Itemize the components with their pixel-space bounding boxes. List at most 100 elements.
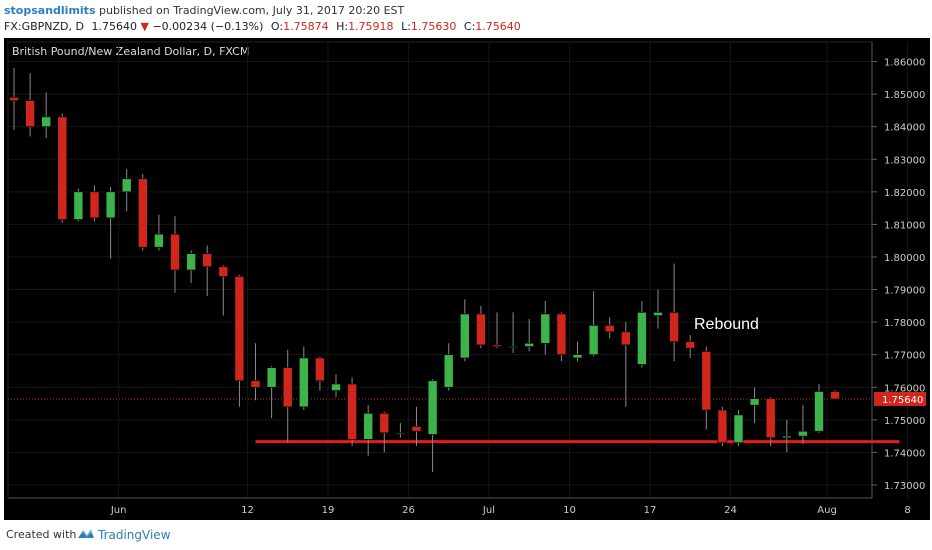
last-price-badge (874, 391, 926, 406)
price-axis[interactable]: 1.86000 1.85000 1.84000 1.83000 1.82000 1.810… (871, 42, 926, 498)
candle-body-down (765, 398, 776, 439)
candle-body-down (620, 331, 631, 346)
candle-body-down (604, 325, 615, 333)
candle-body-down (685, 341, 696, 349)
candle-body-down (476, 313, 486, 346)
tradingview-logo-icon[interactable] (77, 526, 95, 540)
rebound-annotation[interactable]: Rebound (694, 316, 759, 333)
open-label: O: (270, 20, 284, 33)
candle-body-down (282, 367, 293, 408)
candle-body-down (717, 409, 728, 443)
x-tick-label: 10 (563, 505, 576, 516)
high-label: H: (336, 20, 349, 33)
low-label: L: (401, 20, 411, 33)
y-tick-label: 1.76000 (884, 383, 925, 394)
x-tick-label: 26 (402, 505, 415, 516)
change-value: −0.00234 (−0.13%) (152, 20, 264, 33)
x-tick-label: 24 (724, 505, 737, 516)
candle-body-up (427, 380, 438, 435)
y-tick-label: 1.78000 (884, 318, 925, 329)
candle-body-up (637, 312, 647, 365)
candle-body-up (266, 367, 277, 388)
candlestick-chart[interactable]: British Pound/New Zealand Dollar, D, FXC… (4, 38, 930, 520)
candle-body-down (202, 253, 212, 268)
candle-body-up (508, 346, 518, 348)
candle-body-down (701, 351, 712, 411)
y-tick-label: 1.79000 (884, 286, 925, 297)
y-tick-label: 1.74000 (884, 448, 925, 459)
symbol-label: FX:GBPNZD, D (4, 20, 84, 33)
candle-body-up (154, 233, 164, 248)
y-tick-label: 1.84000 (884, 123, 925, 134)
candle-body-down (234, 276, 245, 382)
candle-body-down (379, 413, 390, 434)
tradingview-brand-link[interactable]: TradingView (98, 528, 171, 542)
x-tick-label: 8 (904, 505, 910, 516)
candle-body-up (363, 413, 374, 440)
candle-body-down (411, 426, 422, 432)
candle-body-down (315, 357, 325, 382)
candle-body-down (669, 312, 679, 342)
chart-header: stopsandlimits published on TradingView.… (0, 0, 932, 38)
candle-body-down (347, 383, 357, 440)
candle-body-up (781, 435, 792, 439)
y-tick-label: 1.77000 (884, 351, 925, 362)
y-tick-label: 1.85000 (884, 90, 925, 101)
candle-body-up (733, 414, 744, 443)
low-value: 1.75630 (410, 20, 457, 33)
footer: Created with TradingView (0, 520, 932, 550)
candle-body-down (57, 116, 68, 220)
candle-body-down (9, 97, 19, 101)
candle-body-up (443, 354, 454, 388)
candles (9, 68, 840, 472)
x-tick-label: Aug (817, 505, 837, 516)
candle-body-up (814, 391, 824, 432)
publish-line: stopsandlimits published on TradingView.… (4, 4, 404, 17)
chart-title: British Pound/New Zealand Dollar, D, FXC… (12, 45, 249, 58)
candle-body-down (25, 100, 35, 127)
x-tick-label: Jul (482, 505, 495, 516)
y-tick-label: 1.81000 (884, 220, 925, 231)
grid (7, 41, 909, 499)
candle-body-up (572, 354, 583, 359)
candle-body-up (105, 191, 116, 219)
y-tick-label: 1.80000 (884, 253, 925, 264)
candle-body-up (749, 398, 760, 406)
last-price-badge-label: 1.75640 (882, 395, 923, 406)
candle-body-up (186, 253, 196, 271)
candle-body-down (830, 391, 840, 400)
x-tick-label: 17 (644, 505, 657, 516)
author-link[interactable]: stopsandlimits (4, 4, 96, 17)
y-tick-label: 1.82000 (884, 188, 925, 199)
candle-body-up (798, 430, 808, 437)
candle-body-up (459, 313, 470, 359)
candle-body-up (121, 178, 132, 193)
published-text: published on TradingView.com, July 31, 2… (99, 4, 405, 17)
candle-body-up (73, 191, 84, 220)
chart-area[interactable]: British Pound/New Zealand Dollar, D, FXC… (4, 38, 930, 520)
y-tick-label: 1.86000 (884, 58, 925, 69)
x-tick-label: Jun (110, 505, 127, 516)
candle-body-up (588, 325, 599, 355)
time-axis[interactable]: Jun 12 19 26 Jul 10 17 24 Aug 8 (8, 497, 911, 516)
y-tick-label: 1.75000 (884, 416, 925, 427)
down-arrow-icon: ▼ (140, 20, 149, 33)
ohlc-line: FX:GBPNZD, D 1.75640 ▼ −0.00234 (−0.13%)… (4, 20, 521, 33)
close-label: C: (463, 20, 476, 33)
candle-body-down (138, 178, 148, 248)
open-value: 1.75874 (283, 20, 329, 33)
candle-body-down (170, 233, 180, 271)
candle-body-up (395, 432, 406, 435)
last-price-value: 1.75640 (91, 20, 137, 33)
x-tick-label: 12 (241, 505, 254, 516)
candle-body-up (298, 357, 309, 408)
y-tick-label: 1.83000 (884, 155, 925, 166)
candle-body-up (41, 116, 52, 127)
close-value: 1.75640 (475, 20, 521, 33)
x-tick-label: 19 (322, 505, 335, 516)
candle-body-down (89, 191, 100, 219)
candle-body-up (524, 342, 535, 347)
y-tick-label: 1.73000 (884, 481, 925, 492)
candle-body-up (653, 312, 663, 316)
candle-body-up (540, 313, 551, 344)
